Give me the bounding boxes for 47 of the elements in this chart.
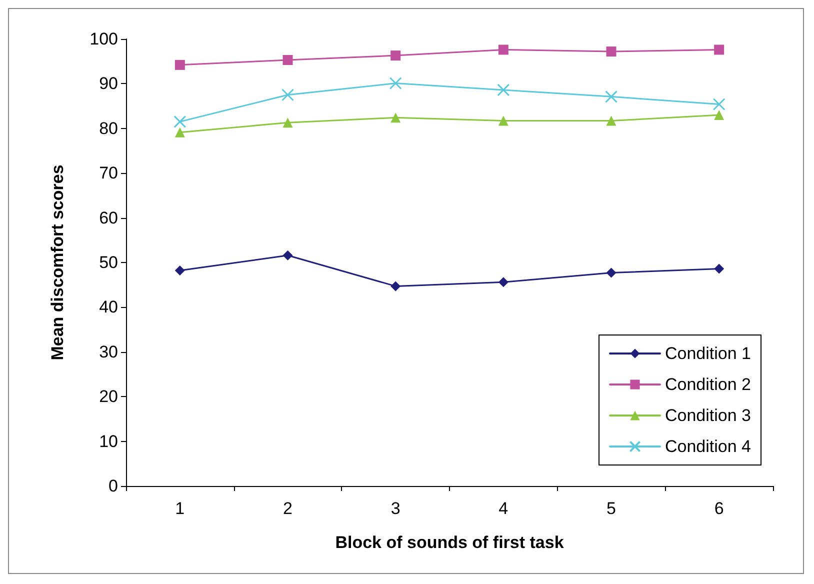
y-tick-label: 70: [99, 164, 118, 183]
point: [498, 116, 508, 126]
point: [498, 277, 508, 288]
y-tick-label: 50: [99, 253, 118, 272]
y-tick-label: 30: [99, 342, 118, 362]
legend-label: Condition 2: [664, 375, 752, 394]
point: [605, 90, 618, 103]
y-tick-label: 100: [90, 30, 118, 48]
point: [282, 55, 293, 66]
x-tick-label: 1: [175, 499, 185, 518]
point: [390, 281, 401, 292]
y-tick-label: 0: [108, 476, 118, 496]
point: [174, 60, 185, 70]
point: [282, 118, 293, 128]
point: [714, 44, 724, 55]
y-tick-label: 80: [99, 118, 118, 138]
x-tick-label: 4: [498, 499, 508, 518]
y-tick-label: 10: [99, 432, 118, 451]
point: [389, 77, 402, 90]
y-tick-label: 20: [99, 387, 118, 406]
point: [606, 116, 616, 126]
point: [174, 115, 186, 128]
point: [390, 112, 401, 123]
x-tick-label: 3: [390, 499, 400, 518]
legend-label: Condition 4: [664, 437, 752, 456]
x-tick-label: 5: [606, 499, 616, 518]
point: [606, 46, 616, 57]
x-axis-title: Block of sounds of first task: [335, 533, 564, 552]
point: [282, 88, 294, 102]
point: [714, 264, 724, 274]
x-tick-label: 6: [714, 499, 724, 518]
y-tick-label: 60: [99, 208, 118, 228]
point: [606, 268, 616, 278]
point: [174, 266, 185, 276]
point: [712, 98, 726, 111]
y-tick-label: 90: [99, 74, 118, 94]
legend-label: Condition 3: [664, 406, 752, 425]
legend-label: Condition 1: [664, 344, 752, 363]
point: [282, 250, 293, 260]
y-tick-label: 40: [99, 298, 118, 317]
point: [498, 44, 508, 55]
point: [390, 50, 401, 61]
point: [174, 127, 185, 138]
x-tick-label: 2: [283, 499, 292, 518]
point: [497, 84, 510, 96]
y-axis-title: Mean discomfort scores: [48, 164, 67, 360]
point: [714, 110, 724, 120]
